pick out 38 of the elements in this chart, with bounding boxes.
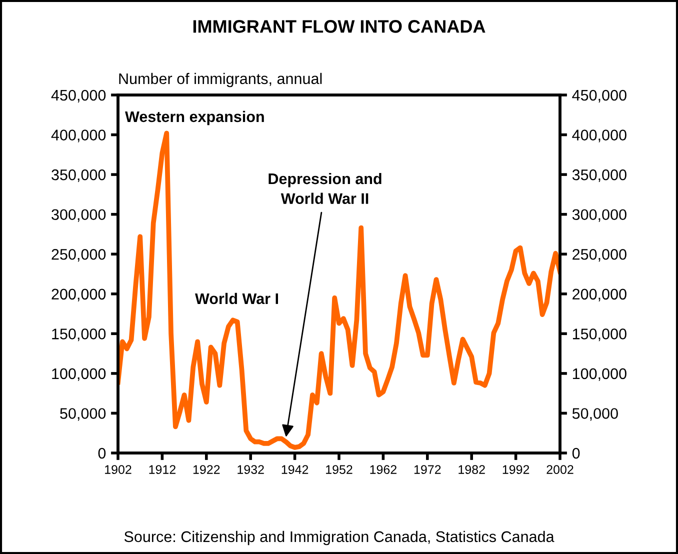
- line-series: [118, 130, 560, 450]
- x-tick-label: 1922: [193, 465, 220, 474]
- x-tick-label: 1932: [238, 465, 264, 474]
- y2-tick-label: 100,000: [572, 368, 626, 381]
- x-tick-label: 1982: [458, 465, 485, 474]
- y-tick-label: 250,000: [52, 248, 106, 262]
- y-tick-label: 150,000: [52, 328, 106, 342]
- x-tick-label: 1912: [149, 465, 176, 474]
- x-tick-label: 1972: [414, 465, 441, 474]
- annotation: Western expansion: [125, 110, 264, 126]
- annotation: Depression and World War II: [268, 172, 382, 204]
- y2-tick-label: 200,000: [572, 288, 626, 302]
- source-note: Source: Citizenship and Immigration Canada, Statistics Canada: [124, 530, 554, 546]
- x-tick-label: 1902: [105, 465, 132, 474]
- y-tick-label: 350,000: [52, 169, 106, 182]
- y2-tick-label: 300,000: [572, 209, 626, 222]
- y2-tick-label: 400,000: [572, 130, 626, 142]
- y-tick-label: 50,000: [60, 408, 106, 421]
- x-tick-label: 1992: [502, 465, 530, 474]
- y-tick-label: 100,000: [52, 368, 106, 381]
- y2-tick-label: 150,000: [572, 328, 626, 342]
- y-tick-label: 300,000: [52, 209, 106, 222]
- x-tick-label: 2002: [546, 465, 574, 474]
- y-tick-label: 0: [98, 448, 106, 459]
- x-tick-label: 1962: [370, 465, 396, 474]
- y2-tick-label: 350,000: [572, 169, 626, 182]
- y2-tick-label: 450,000: [572, 90, 626, 102]
- chart-title: IMMIGRANT FLOW INTO CANADA: [193, 20, 486, 33]
- y-axis-title: Number of immigrants, annual: [119, 72, 322, 88]
- y-tick-label: 450,000: [51, 90, 106, 102]
- y2-tick-label: 50,000: [572, 408, 618, 421]
- y2-tick-label: 250,000: [572, 248, 626, 262]
- annotation: World War I: [195, 292, 278, 304]
- y-tick-label: 400,000: [51, 130, 106, 142]
- x-tick-label: 1952: [326, 465, 352, 474]
- x-tick-label: 1942: [282, 465, 308, 474]
- y2-tick-label: 0: [572, 448, 580, 459]
- y-tick-label: 200,000: [52, 288, 106, 302]
